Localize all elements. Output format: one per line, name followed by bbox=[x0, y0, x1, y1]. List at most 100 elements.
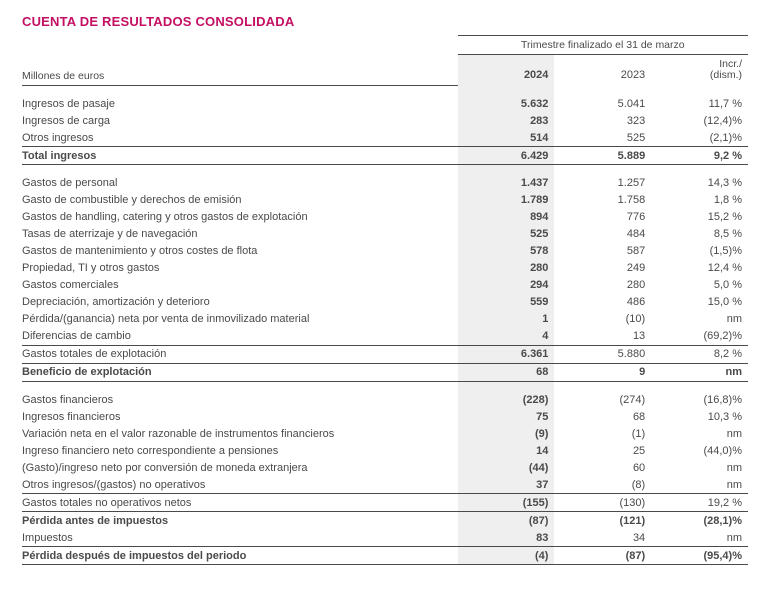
val-2023: 280 bbox=[554, 277, 651, 294]
val-2024: 1.437 bbox=[458, 175, 555, 192]
page-title: CUENTA DE RESULTADOS CONSOLIDADA bbox=[22, 14, 748, 29]
table-row: Pérdida después de impuestos del periodo… bbox=[22, 547, 748, 565]
val-delta: 10,3 % bbox=[651, 408, 748, 425]
row-label: Gastos totales no operativos netos bbox=[22, 494, 458, 512]
val-2023: 5.880 bbox=[554, 345, 651, 363]
val-delta: 15,0 % bbox=[651, 294, 748, 311]
table-row: Gastos de mantenimiento y otros costes d… bbox=[22, 243, 748, 260]
val-2024: 894 bbox=[458, 209, 555, 226]
table-row: Otros ingresos514525(2,1)% bbox=[22, 129, 748, 147]
row-label: Gastos de mantenimiento y otros costes d… bbox=[22, 243, 458, 260]
val-delta: 14,3 % bbox=[651, 175, 748, 192]
val-delta: 11,7 % bbox=[651, 95, 748, 112]
row-label: Gastos totales de explotación bbox=[22, 345, 458, 363]
table-row: Propiedad, TI y otros gastos28024912,4 % bbox=[22, 260, 748, 277]
row-label: Gastos de personal bbox=[22, 175, 458, 192]
row-label: Depreciación, amortización y deterioro bbox=[22, 294, 458, 311]
row-label: Beneficio de explotación bbox=[22, 363, 458, 381]
val-delta: nm bbox=[651, 425, 748, 442]
val-2023: 5.041 bbox=[554, 95, 651, 112]
val-2024: 578 bbox=[458, 243, 555, 260]
row-label: Ingresos de pasaje bbox=[22, 95, 458, 112]
val-2024: 14 bbox=[458, 442, 555, 459]
val-delta: 19,2 % bbox=[651, 494, 748, 512]
val-2023: 9 bbox=[554, 363, 651, 381]
val-2024: (228) bbox=[458, 391, 555, 408]
val-2024: (44) bbox=[458, 459, 555, 476]
row-label: Ingreso financiero neto correspondiente … bbox=[22, 442, 458, 459]
table-row: Ingresos de pasaje5.6325.04111,7 % bbox=[22, 95, 748, 112]
val-delta: (16,8)% bbox=[651, 391, 748, 408]
unit-note: Millones de euros bbox=[22, 55, 458, 86]
table-row: Gastos totales no operativos netos(155)(… bbox=[22, 494, 748, 512]
val-2024: 559 bbox=[458, 294, 555, 311]
val-2023: (121) bbox=[554, 512, 651, 530]
col-2023: 2023 bbox=[554, 55, 651, 86]
val-delta: (28,1)% bbox=[651, 512, 748, 530]
val-2023: (1) bbox=[554, 425, 651, 442]
val-2024: (9) bbox=[458, 425, 555, 442]
table-row: Gastos de personal1.4371.25714,3 % bbox=[22, 175, 748, 192]
val-2024: 4 bbox=[458, 328, 555, 346]
val-2024: 5.632 bbox=[458, 95, 555, 112]
row-label: Gastos de handling, catering y otros gas… bbox=[22, 209, 458, 226]
row-label: Pérdida antes de impuestos bbox=[22, 512, 458, 530]
val-2024: 294 bbox=[458, 277, 555, 294]
period-header-row: Trimestre finalizado el 31 de marzo bbox=[22, 36, 748, 55]
row-label: Otros ingresos/(gastos) no operativos bbox=[22, 476, 458, 494]
val-2023: (274) bbox=[554, 391, 651, 408]
val-2024: 525 bbox=[458, 226, 555, 243]
val-2024: 6.361 bbox=[458, 345, 555, 363]
val-delta: nm bbox=[651, 459, 748, 476]
val-2023: 13 bbox=[554, 328, 651, 346]
row-label: Diferencias de cambio bbox=[22, 328, 458, 346]
table-row: Ingreso financiero neto correspondiente … bbox=[22, 442, 748, 459]
val-2024: 1.789 bbox=[458, 192, 555, 209]
table-row: Gastos de handling, catering y otros gas… bbox=[22, 209, 748, 226]
row-label: Pérdida/(ganancia) neta por venta de inm… bbox=[22, 311, 458, 328]
table-row: Ingresos financieros756810,3 % bbox=[22, 408, 748, 425]
val-delta: 8,2 % bbox=[651, 345, 748, 363]
row-label: Variación neta en el valor razonable de … bbox=[22, 425, 458, 442]
val-2024: 37 bbox=[458, 476, 555, 494]
val-delta: (1,5)% bbox=[651, 243, 748, 260]
table-row: (Gasto)/ingreso neto por conversión de m… bbox=[22, 459, 748, 476]
val-delta: (2,1)% bbox=[651, 129, 748, 147]
val-delta: 9,2 % bbox=[651, 147, 748, 165]
val-delta: nm bbox=[651, 529, 748, 547]
val-2023: 1.257 bbox=[554, 175, 651, 192]
val-delta: (12,4)% bbox=[651, 112, 748, 129]
row-label: Gastos financieros bbox=[22, 391, 458, 408]
val-2023: 60 bbox=[554, 459, 651, 476]
val-2024: (155) bbox=[458, 494, 555, 512]
val-2023: 323 bbox=[554, 112, 651, 129]
val-2024: 283 bbox=[458, 112, 555, 129]
val-delta: (69,2)% bbox=[651, 328, 748, 346]
column-header-row: Millones de euros 2024 2023 Incr./(dism.… bbox=[22, 55, 748, 86]
val-2023: 5.889 bbox=[554, 147, 651, 165]
val-2024: 6.429 bbox=[458, 147, 555, 165]
val-delta: 1,8 % bbox=[651, 192, 748, 209]
val-delta: 5,0 % bbox=[651, 277, 748, 294]
table-row: Variación neta en el valor razonable de … bbox=[22, 425, 748, 442]
table-row: Gastos totales de explotación6.3615.8808… bbox=[22, 345, 748, 363]
val-delta: 12,4 % bbox=[651, 260, 748, 277]
table-row: Beneficio de explotación689nm bbox=[22, 363, 748, 381]
table-row: Pérdida antes de impuestos(87)(121)(28,1… bbox=[22, 512, 748, 530]
col-delta: Incr./(dism.) bbox=[651, 55, 748, 86]
table-row: Impuestos8334nm bbox=[22, 529, 748, 547]
table-row: Gasto de combustible y derechos de emisi… bbox=[22, 192, 748, 209]
val-2024: 514 bbox=[458, 129, 555, 147]
table-row: Depreciación, amortización y deterioro55… bbox=[22, 294, 748, 311]
val-delta: nm bbox=[651, 476, 748, 494]
val-2023: 587 bbox=[554, 243, 651, 260]
row-label: Otros ingresos bbox=[22, 129, 458, 147]
val-2024: 1 bbox=[458, 311, 555, 328]
row-label: Gasto de combustible y derechos de emisi… bbox=[22, 192, 458, 209]
row-label: Propiedad, TI y otros gastos bbox=[22, 260, 458, 277]
val-delta: (95,4)% bbox=[651, 547, 748, 565]
val-delta: 8,5 % bbox=[651, 226, 748, 243]
val-2024: 75 bbox=[458, 408, 555, 425]
val-2023: (10) bbox=[554, 311, 651, 328]
val-2023: 68 bbox=[554, 408, 651, 425]
